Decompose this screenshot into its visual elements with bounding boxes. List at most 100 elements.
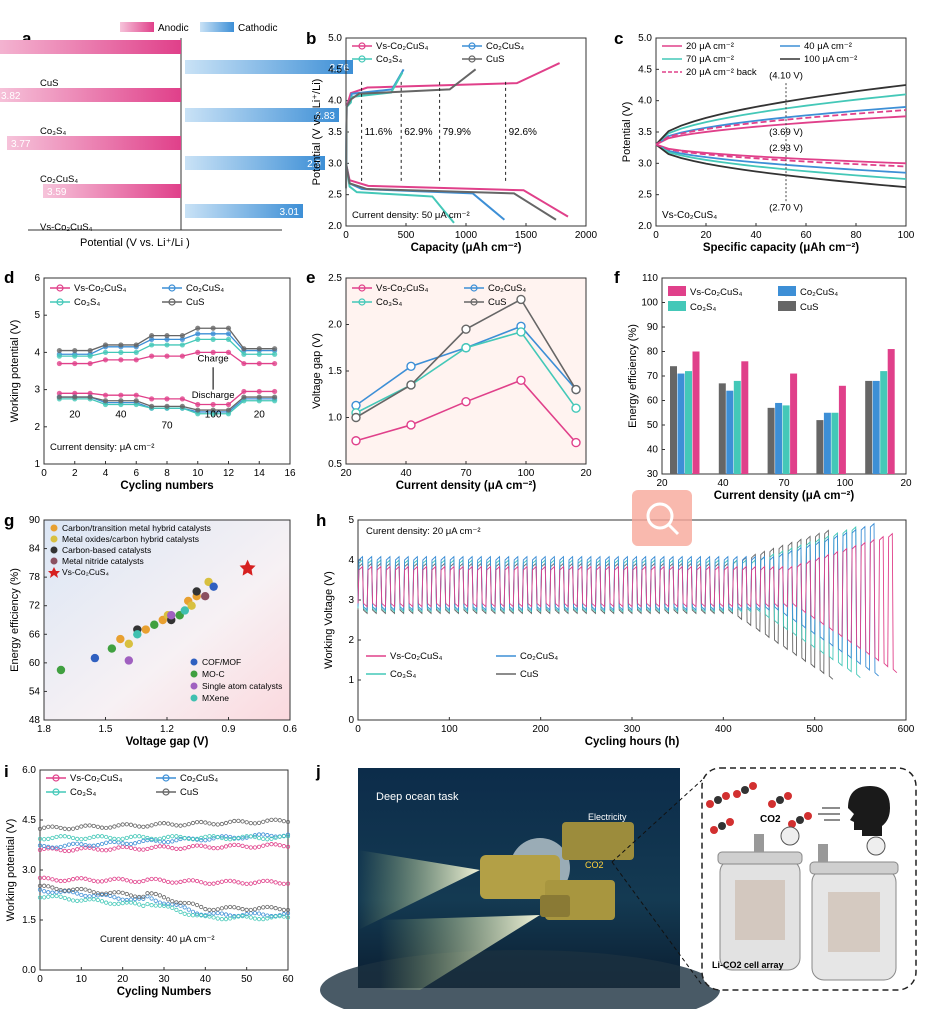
legend-h-label: Co₂CuS₄: [520, 651, 558, 662]
panel-c-xtick-label: 80: [850, 230, 862, 241]
panel-d-xtick-label: 0: [41, 468, 47, 479]
series-point-i: [42, 846, 47, 852]
series-point-i: [265, 842, 270, 847]
series-point-d: [133, 398, 139, 404]
series-point-i: [265, 904, 270, 910]
series-point-d: [272, 388, 278, 395]
bar-f: [718, 383, 726, 474]
series-point-i: [75, 825, 80, 830]
discharge-label: Discharge: [192, 390, 235, 401]
panel-g-ytick-label: 90: [29, 515, 41, 526]
series-point-i: [277, 914, 282, 919]
series-point-i: [58, 825, 63, 831]
legend-e-label: Co₃S₄: [376, 297, 402, 308]
panel-e-xtick-label: 70: [460, 468, 472, 479]
series-point-i: [120, 897, 125, 902]
panel-i-xtick-label: 40: [200, 974, 212, 985]
series-point-i: [161, 821, 167, 826]
rate-step-label: 40: [115, 410, 127, 421]
co2-label-sub: CO2: [585, 860, 604, 870]
panel-b-xtick-label: 0: [343, 230, 349, 241]
series-point-i: [128, 879, 134, 884]
series-point-i: [203, 881, 208, 886]
series-point-i: [256, 835, 262, 841]
series-point-i: [211, 881, 216, 886]
series-point-d: [225, 325, 232, 331]
series-point-i: [261, 836, 266, 842]
legend-b-marker: [468, 42, 476, 50]
series-point-i: [145, 877, 150, 882]
series-point-d: [56, 390, 62, 396]
bar-f: [872, 380, 880, 474]
series-point-i: [128, 841, 134, 847]
cell-jar-right: [809, 836, 899, 981]
series-point-i: [37, 826, 43, 831]
series-point-i: [54, 847, 59, 852]
series-point-i: [219, 879, 224, 884]
series-point-i: [232, 836, 237, 841]
legend-f-label: Co₂CuS₄: [800, 287, 838, 298]
discharge-curve: [345, 163, 569, 218]
series-point-i: [149, 896, 154, 901]
series-point-i: [219, 845, 224, 850]
percent-label: 62.9%: [404, 127, 432, 138]
discharge-curve-c: [655, 143, 907, 189]
panel-e-xtick-label: 40: [400, 468, 412, 479]
bar-f: [790, 373, 798, 474]
discharge-curve: [345, 163, 455, 224]
series-point-i: [124, 878, 129, 883]
series-point-i: [124, 900, 129, 905]
series-point-d: [195, 331, 201, 337]
panel-h-ytick-label: 5: [348, 515, 354, 526]
series-point-i: [228, 837, 233, 842]
panel-f-xtick-label: 100: [837, 478, 854, 489]
bar-f: [670, 366, 677, 474]
series-point-d: [179, 333, 185, 339]
bar-f: [677, 373, 685, 474]
anodic-bar-value: 3.59: [47, 187, 67, 198]
series-point-i: [124, 841, 129, 847]
series-point-i: [269, 914, 274, 919]
series-point-d: [164, 333, 170, 339]
series-point-i: [256, 844, 262, 849]
material-label: Co₂CuS₄: [40, 174, 78, 185]
series-point-i: [203, 820, 208, 825]
series-point-i: [145, 837, 150, 843]
panel-c-ytick-label: 5.0: [638, 33, 652, 44]
series-point-i: [261, 832, 266, 837]
series-point-i: [87, 823, 92, 828]
series-point-i: [132, 901, 138, 906]
series-point-i: [215, 907, 220, 912]
anodic-bar: [0, 88, 181, 102]
series-point-i: [166, 845, 171, 850]
series-point-i: [215, 916, 220, 921]
series-point-i: [87, 835, 92, 841]
series-point-i: [207, 834, 212, 839]
series-point-i: [186, 822, 191, 827]
panel-b-ytick-label: 4.5: [328, 64, 342, 75]
series-point-i: [120, 844, 125, 850]
series-point-i: [228, 916, 233, 921]
panel-b-ytick-label: 3.5: [328, 127, 342, 138]
series-point-i: [141, 894, 146, 899]
series-point-d: [210, 325, 216, 331]
series-point-i: [228, 843, 233, 848]
series-point-i: [137, 834, 142, 839]
series-point-i: [141, 847, 146, 852]
series-point-i: [248, 911, 253, 916]
series-point-i: [244, 881, 249, 886]
series-point-i: [228, 834, 233, 840]
search-icon[interactable]: [632, 490, 692, 546]
anodic-bar-value: 3.82: [1, 91, 21, 102]
series-point-i: [269, 817, 274, 822]
series-point-i: [42, 895, 47, 900]
series-point-i: [79, 824, 84, 829]
series-point-i: [211, 846, 216, 851]
series-point-i: [203, 844, 208, 849]
series-point-i: [228, 819, 233, 824]
series-point-d: [225, 336, 232, 342]
legend-d-label: CuS: [186, 297, 204, 308]
series-point-i: [178, 823, 183, 828]
panel-g-ytick-label: 54: [29, 686, 41, 697]
